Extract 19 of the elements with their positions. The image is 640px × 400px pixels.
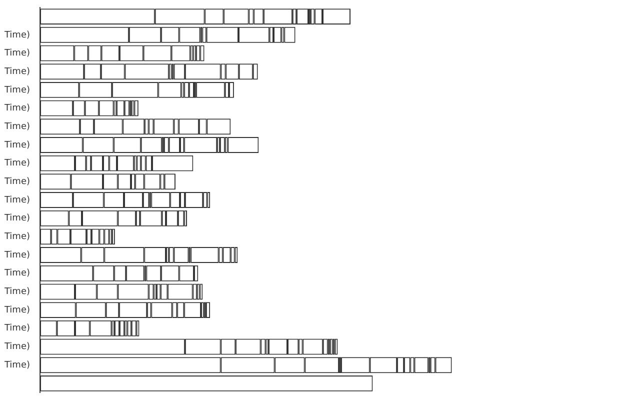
y-tick-label: Time)	[3, 158, 30, 169]
y-tick-label: Time)	[3, 66, 30, 77]
y-tick-label: Time)	[3, 287, 30, 298]
y-tick-label: Time)	[3, 268, 30, 279]
y-tick-label: Time)	[3, 177, 30, 187]
y-tick-label: Time)	[3, 122, 30, 132]
y-tick-label: Time)	[3, 360, 30, 370]
y-tick-label: Time)	[3, 305, 30, 316]
y-tick-label: Time)	[3, 30, 30, 40]
y-tick-label: Time)	[3, 85, 30, 96]
y-tick-label: Time)	[3, 48, 30, 59]
y-tick-label: Time)	[3, 195, 30, 206]
y-tick-label: Time)	[3, 342, 30, 352]
y-tick-label: Time)	[3, 104, 30, 114]
y-tick-label: Time)	[3, 140, 30, 150]
y-tick-label: Time)	[3, 324, 30, 334]
y-tick-label: Time)	[3, 232, 30, 242]
y-tick-label: Time)	[3, 214, 30, 224]
y-tick-label: Time)	[3, 250, 30, 260]
